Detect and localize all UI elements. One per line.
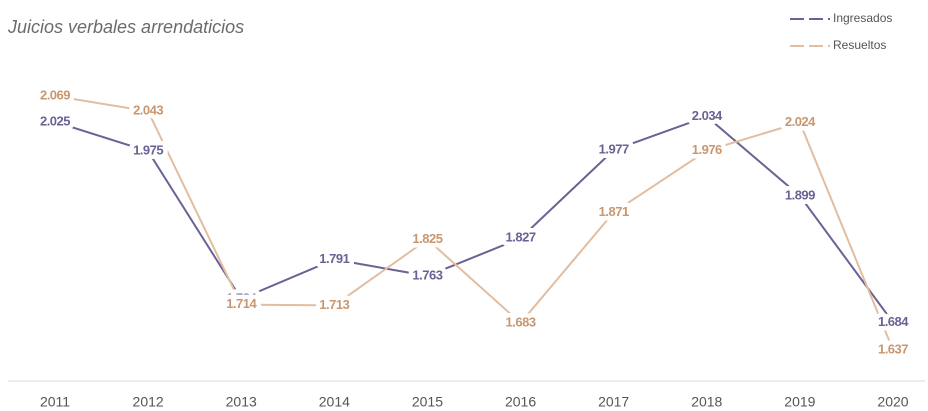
legend-label: Ingresados: [833, 11, 892, 25]
data-label: 1.827: [506, 230, 536, 245]
data-label: 2.024: [785, 114, 816, 129]
x-tick-label: 2017: [598, 394, 629, 410]
data-label: 2.025: [40, 113, 70, 128]
chart-title: Juicios verbales arrendaticios: [7, 17, 244, 37]
x-tick-label: 2012: [133, 394, 164, 410]
x-tick-label: 2020: [877, 394, 908, 410]
data-label: 1.713: [319, 297, 349, 312]
data-label: 2.069: [40, 87, 70, 102]
data-label: 1.683: [506, 314, 536, 329]
x-tick-label: 2015: [412, 394, 443, 410]
x-tick-label: 2011: [40, 394, 70, 410]
series-line: [54, 95, 894, 351]
x-tick-label: 2013: [226, 394, 257, 410]
data-label: 1.975: [133, 143, 163, 158]
x-tick-label: 2016: [505, 394, 536, 410]
data-label: 1.871: [599, 204, 629, 219]
data-label: 2.043: [133, 103, 163, 118]
legend-label: Resueltos: [833, 38, 886, 52]
x-tick-label: 2018: [691, 394, 722, 410]
data-label: 1.899: [785, 187, 815, 202]
x-tick-label: 2014: [319, 394, 350, 410]
x-tick-label: 2019: [784, 394, 815, 410]
data-label: 1.825: [412, 231, 442, 246]
data-label: 1.637: [878, 341, 908, 356]
data-label: 2.034: [692, 108, 723, 123]
data-label: 1.976: [692, 142, 722, 157]
series-line: [54, 115, 894, 323]
data-label: 1.977: [599, 142, 629, 157]
data-label: 1.791: [319, 251, 349, 266]
data-label: 1.763: [412, 267, 442, 282]
data-label: 1.684: [878, 314, 909, 329]
data-label: 1.714: [226, 296, 257, 311]
